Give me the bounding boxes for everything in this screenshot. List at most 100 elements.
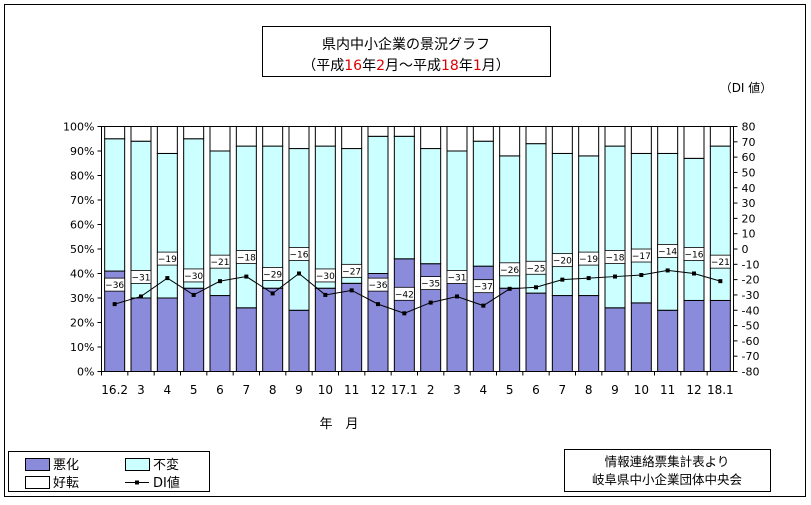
bar-segment-unchanged [288, 148, 310, 311]
bar-segment-unchanged [472, 140, 494, 267]
di-label-box [446, 270, 468, 284]
bar-segment-deteriorate [657, 309, 679, 372]
di-data-label: −21 [211, 258, 230, 268]
right-tick-label: -60 [742, 335, 760, 348]
bar-segment-improve [393, 126, 415, 137]
x-axis-label: 年 月 [319, 417, 358, 432]
right-tick-label: 60 [742, 151, 756, 164]
di-data-label: −18 [606, 254, 625, 264]
bar-segment-deteriorate [551, 295, 573, 372]
bar-segment-deteriorate [446, 270, 468, 372]
di-data-label: −20 [553, 257, 572, 267]
di-marker [718, 279, 723, 284]
bar-segment-deteriorate [183, 287, 205, 373]
x-tick-label: 18.1 [707, 383, 734, 397]
right-axis: 80 70 60 50 40 30 20 10 0 -10 -20 -30 -40 -50 -60 -70 -8… [733, 121, 760, 379]
bar-segment-improve [630, 126, 652, 154]
di-line [114, 269, 721, 314]
x-tick-label: 2 [427, 383, 435, 397]
di-data-label: −25 [527, 264, 546, 274]
bar-segment-improve [604, 126, 626, 147]
left-tick-label: 70% [70, 194, 94, 207]
right-tick-label: 40 [742, 182, 756, 195]
left-tick-label: 30% [70, 292, 94, 305]
bar-segment-improve [183, 126, 205, 140]
di-marker [139, 294, 143, 299]
di-marker [613, 274, 617, 279]
di-data-label: −42 [395, 290, 414, 300]
x-axis: 16.2 3 4 5 6 7 8 9 10 11 12 17.1 2 3 4 5 6 7 8 9 10 11 12 18.1 [101, 371, 734, 397]
bar-segment-improve [156, 126, 178, 154]
di-label-box [183, 268, 205, 283]
legend-label-di: DI値 [153, 475, 180, 491]
di-marker [218, 279, 222, 284]
bar-segment-unchanged [262, 145, 284, 289]
x-tick-label: 7 [559, 383, 567, 397]
left-tick-label: 20% [70, 317, 94, 330]
x-tick-label: 3 [137, 383, 145, 397]
right-tick-label: -30 [742, 289, 760, 302]
x-tick-label: 17.1 [391, 383, 418, 397]
bar-segment-improve [683, 126, 705, 159]
bar-segment-unchanged [604, 145, 626, 309]
x-tick-label: 10 [318, 383, 333, 397]
di-label-box [578, 251, 600, 266]
di-label-box [314, 268, 336, 283]
x-tick-label: 6 [532, 383, 540, 397]
left-tick-label: 60% [70, 219, 94, 232]
bar-segment-improve [420, 126, 442, 150]
bar-segment-unchanged [235, 145, 257, 309]
di-data-label: −17 [632, 252, 651, 262]
bar-segment-unchanged [420, 148, 442, 265]
bar-segment-improve [446, 126, 468, 152]
di-marker [297, 271, 301, 276]
x-tick-label: 4 [480, 383, 488, 397]
di-label-box [551, 253, 573, 268]
bar-segment-improve [209, 126, 231, 152]
di-label-box [420, 276, 442, 290]
di-marker [665, 268, 670, 273]
bar-segment-unchanged [393, 135, 415, 260]
bar-segment-improve [578, 126, 600, 157]
di-label-box [209, 254, 231, 269]
di-data-label: −19 [158, 255, 177, 265]
di-data-label: −30 [316, 272, 335, 282]
bar-segment-deteriorate [578, 295, 600, 372]
chart-title-box: 県内中小企業の景況グラフ （平成16年2月～平成18年1月） [262, 26, 551, 77]
legend-swatch-unchanged [125, 458, 150, 471]
di-data-label: −18 [237, 254, 256, 264]
di-marker [586, 276, 591, 281]
di-label-box [525, 260, 547, 275]
right-tick-label: -10 [742, 258, 760, 271]
legend-label-unchanged: 不変 [153, 457, 179, 473]
di-data-label: −31 [448, 273, 467, 283]
bar-segment-improve [130, 126, 152, 142]
right-tick-label: -50 [742, 320, 760, 333]
di-label-box [235, 250, 257, 264]
di-data-label: −29 [263, 270, 282, 280]
bar-segment-deteriorate [235, 307, 257, 372]
di-marker [692, 271, 696, 276]
x-tick-label: 8 [269, 383, 277, 397]
left-tick-label: 80% [70, 170, 94, 183]
bar-segment-unchanged [104, 138, 126, 272]
x-tick-label: 9 [611, 383, 619, 397]
bar-segment-improve [657, 126, 679, 154]
right-tick-label: 0 [742, 243, 749, 256]
bar-segment-unchanged [551, 152, 573, 297]
di-data-label: −31 [132, 273, 151, 283]
di-marker [349, 288, 354, 293]
x-tick-label: 5 [190, 383, 198, 397]
legend-swatch-deteriorate [25, 458, 50, 471]
bar-segment-deteriorate [156, 297, 178, 372]
di-data-label: −21 [711, 258, 730, 268]
bar-segment-deteriorate [604, 307, 626, 372]
left-tick-label: 90% [70, 145, 94, 158]
bar-segment-improve [314, 126, 336, 147]
legend: 悪化 不変 好転 DI値 [8, 451, 210, 492]
di-label-box [367, 277, 389, 292]
di-data-label: −35 [421, 280, 440, 290]
right-tick-label: 50 [742, 166, 756, 179]
